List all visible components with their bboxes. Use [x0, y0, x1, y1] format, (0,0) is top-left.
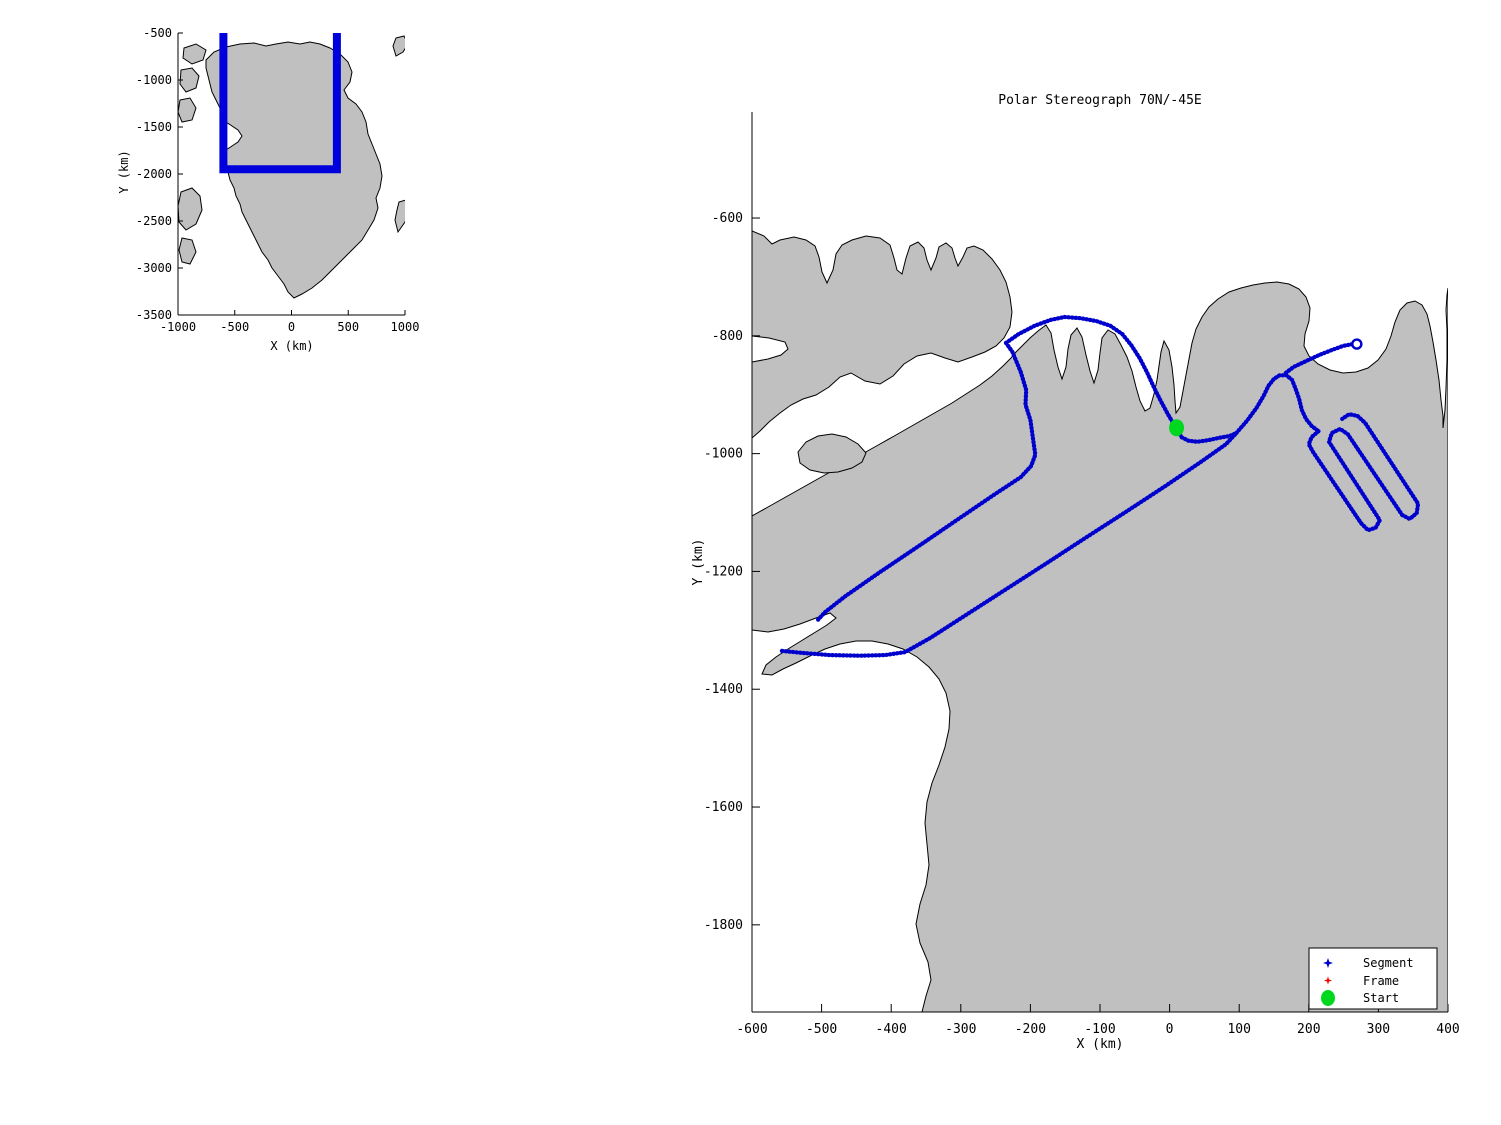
x-tick-label: 200: [1297, 1022, 1320, 1037]
overview-ylabel: Y (km): [117, 150, 131, 193]
legend-label-segment: Segment: [1363, 956, 1414, 970]
main-axes: -600 -500 -400 -300 -200 -100 0 100 200 300 400-60…: [704, 112, 1460, 1037]
y-tick-label: -2500: [136, 214, 172, 228]
land-polygon: [178, 237, 197, 265]
x-tick-label: 300: [1367, 1022, 1390, 1037]
y-tick-label: -500: [143, 26, 172, 40]
x-tick-label: -200: [1015, 1022, 1046, 1037]
x-tick-label: -1000: [160, 320, 196, 334]
main-xlabel: X (km): [1077, 1037, 1124, 1052]
segment-track: [1174, 425, 1239, 444]
flight-track: [779, 314, 1421, 658]
segment-track: [1234, 373, 1321, 436]
main-coastline: [752, 230, 1448, 1012]
start-marker-icon: [1321, 990, 1335, 1006]
y-tick-label: -3000: [136, 261, 172, 275]
legend-label-start: Start: [1363, 991, 1399, 1005]
segment-track: [1306, 412, 1421, 533]
x-tick-label: 0: [1166, 1022, 1174, 1037]
segment-track: [816, 340, 1038, 622]
x-tick-label: 500: [337, 320, 359, 334]
y-tick-label: -3500: [136, 308, 172, 322]
end-loop-marker: [1351, 338, 1363, 350]
land-polygon: [179, 67, 200, 93]
overview-axes: -1000 -500 0 500 1000 -500 -1000 -1500 -2000 -250…: [136, 26, 420, 334]
y-tick-label: -1500: [136, 120, 172, 134]
y-tick-label: -1800: [704, 918, 743, 933]
x-tick-label: -400: [876, 1022, 907, 1037]
x-tick-label: 100: [1227, 1022, 1250, 1037]
x-tick-label: 400: [1436, 1022, 1459, 1037]
x-tick-label: -500: [220, 320, 249, 334]
y-tick-label: -2000: [136, 167, 172, 181]
y-tick-label: -1600: [704, 800, 743, 815]
segment-marker-icon: [1323, 958, 1333, 968]
y-tick-label: -600: [712, 211, 743, 226]
y-tick-label: -1400: [704, 682, 743, 697]
land-polygon: [392, 35, 405, 57]
coverage-box: [219, 33, 341, 174]
main-ylabel: Y (km): [691, 539, 706, 586]
x-tick-label: -100: [1084, 1022, 1115, 1037]
x-tick-label: -300: [945, 1022, 976, 1037]
legend: Segment Frame Start: [1308, 947, 1438, 1010]
land-polygon: [394, 199, 405, 234]
start-marker: [1169, 419, 1185, 437]
segment-track: [1003, 314, 1179, 430]
frame-marker-icon: [1324, 976, 1332, 985]
overview-xlabel: X (km): [270, 339, 313, 353]
land-polygon: [178, 187, 203, 231]
y-tick-label: -1000: [136, 73, 172, 87]
land-polygon: [752, 281, 1448, 1012]
segment-track: [779, 430, 1239, 658]
land-polygon: [178, 97, 197, 123]
x-tick-label: -500: [806, 1022, 837, 1037]
land-polygon: [182, 43, 207, 65]
legend-label-frame: Frame: [1363, 974, 1399, 988]
main-title: Polar Stereograph 70N/-45E: [998, 93, 1202, 108]
legend-marker-icons: [1321, 958, 1335, 1006]
y-tick-label: -800: [712, 329, 743, 344]
y-tick-label: -1200: [704, 564, 743, 579]
land-polygon: [752, 230, 1013, 439]
x-tick-label: 0: [288, 320, 295, 334]
x-tick-label: 1000: [391, 320, 420, 334]
y-tick-label: -1000: [704, 447, 743, 462]
coverage-box-outline: [219, 33, 341, 174]
x-tick-label: -600: [736, 1022, 767, 1037]
land-polygon: [797, 433, 867, 474]
segment-track: [1283, 342, 1355, 375]
